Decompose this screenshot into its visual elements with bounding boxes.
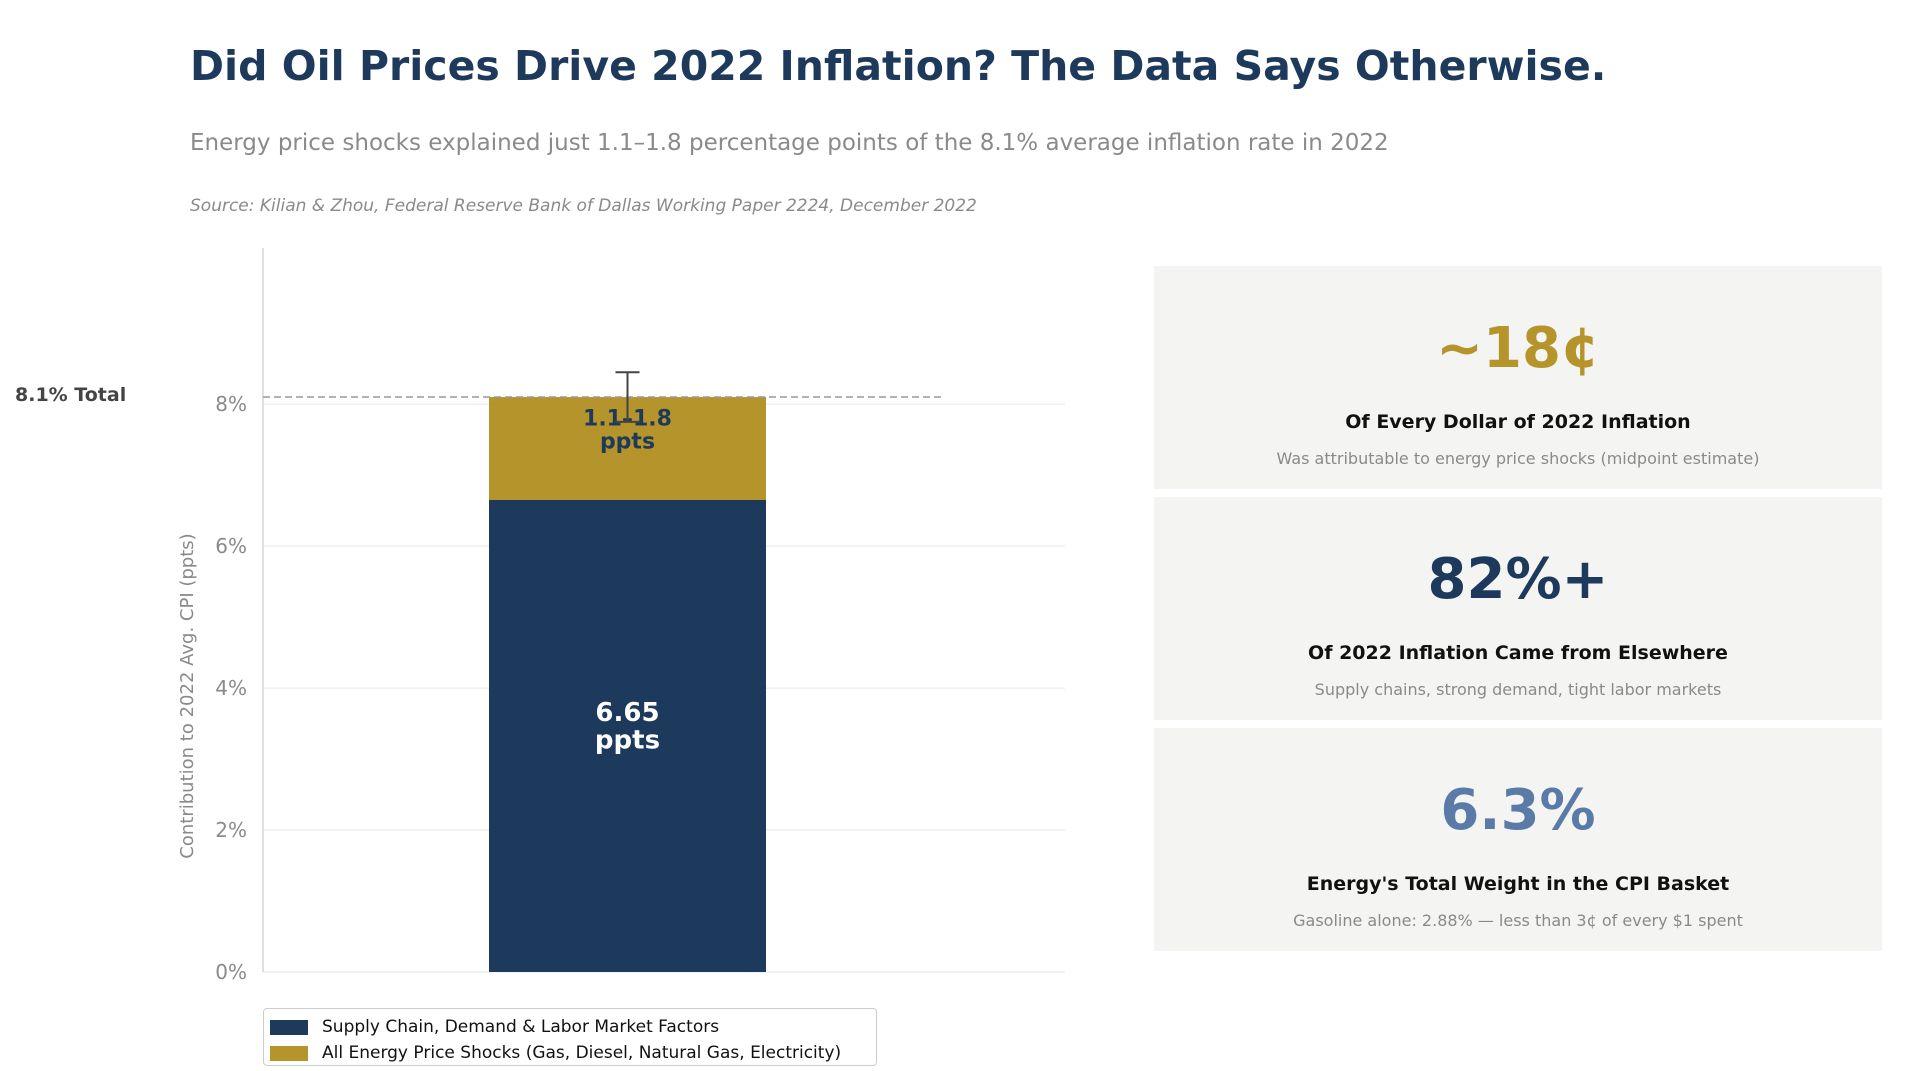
stacked-bar-chart: 0% 2% 4% 6% 8% Contribution to 2022 Avg. CPI … — [177, 248, 1065, 984]
stat-value: 6.3% — [1440, 778, 1596, 843]
stat-card-energy-cents: ~18¢ Of Every Dollar of 2022 Inflation W… — [1154, 266, 1882, 489]
legend-label-energy: All Energy Price Shocks (Gas, Diesel, Na… — [322, 1043, 842, 1063]
y-tick-label: 2% — [215, 818, 247, 842]
stat-cards: ~18¢ Of Every Dollar of 2022 Inflation W… — [1154, 266, 1882, 959]
y-tick-label: 4% — [215, 676, 247, 700]
y-axis-title: Contribution to 2022 Avg. CPI (ppts) — [177, 533, 198, 858]
legend-swatch-energy — [270, 1045, 308, 1061]
stat-heading: Energy's Total Weight in the CPI Basket — [1306, 873, 1730, 895]
stat-card-cpi-weight: 6.3% Energy's Total Weight in the CPI Ba… — [1154, 728, 1882, 951]
stat-subtext: Was attributable to energy price shocks … — [1276, 449, 1760, 468]
legend-item-energy: All Energy Price Shocks (Gas, Diesel, Na… — [270, 1040, 876, 1066]
stat-heading: Of Every Dollar of 2022 Inflation — [1345, 411, 1691, 433]
chart-legend: Supply Chain, Demand & Labor Market Fact… — [263, 1008, 877, 1066]
reference-line-label: 8.1% Total — [15, 384, 127, 406]
y-tick-label: 0% — [215, 960, 247, 984]
stat-subtext: Gasoline alone: 2.88% — less than 3¢ of … — [1293, 911, 1743, 930]
stat-card-elsewhere: 82%+ Of 2022 Inflation Came from Elsewhe… — [1154, 497, 1882, 720]
stat-value: ~18¢ — [1436, 316, 1600, 381]
legend-item-supply: Supply Chain, Demand & Labor Market Fact… — [270, 1014, 876, 1040]
legend-swatch-supply — [270, 1019, 308, 1035]
stat-value: 82%+ — [1427, 547, 1609, 612]
page-subtitle: Energy price shocks explained just 1.1–1… — [190, 130, 1389, 156]
y-tick-label: 8% — [215, 392, 247, 416]
stat-heading: Of 2022 Inflation Came from Elsewhere — [1308, 642, 1728, 664]
y-tick-label: 6% — [215, 534, 247, 558]
stat-subtext: Supply chains, strong demand, tight labo… — [1314, 680, 1722, 699]
legend-label-supply: Supply Chain, Demand & Labor Market Fact… — [322, 1017, 720, 1037]
source-note: Source: Kilian & Zhou, Federal Reserve B… — [190, 196, 977, 216]
bar-segment-0 — [489, 499, 766, 972]
page-title: Did Oil Prices Drive 2022 Inflation? The… — [190, 42, 1607, 90]
bar-data-label-0: 6.65 ppts — [595, 698, 660, 755]
